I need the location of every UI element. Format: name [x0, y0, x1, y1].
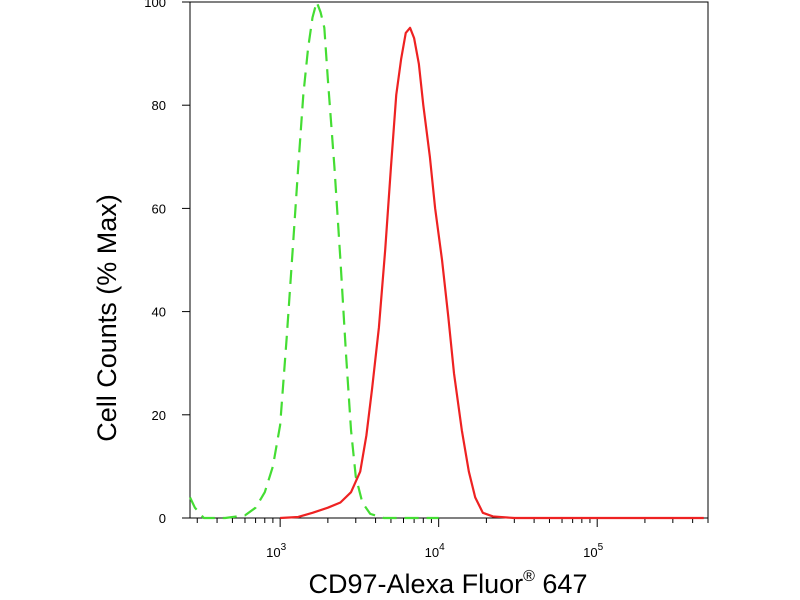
- x-axis-label: CD97-Alexa Fluor® 647: [309, 568, 588, 599]
- series-line-green-dashed: [189, 0, 439, 520]
- x-tick-label: 104: [425, 542, 445, 560]
- x-tick-label: 105: [583, 542, 603, 560]
- x-axis-label-text: CD97-Alexa Fluor: [309, 569, 524, 599]
- y-axis: 0 20 40 60 80 100: [144, 0, 190, 526]
- plot-area: [189, 1, 709, 519]
- y-tick-label: 80: [152, 98, 166, 113]
- y-tick-label: 0: [159, 511, 166, 526]
- x-tick-label: 103: [266, 542, 286, 560]
- plot-frame: [189, 1, 709, 519]
- y-axis-label: Cell Counts (% Max): [92, 194, 122, 442]
- y-tick-label: 40: [152, 305, 166, 320]
- series-line-red-solid: [280, 26, 704, 520]
- x-axis: 103 104 105: [196, 518, 709, 560]
- y-tick-label: 20: [152, 408, 166, 423]
- x-axis-label-mark: ®: [523, 568, 535, 585]
- series-layer: [189, 0, 704, 520]
- y-tick-label: 60: [152, 201, 166, 216]
- x-axis-label-suffix: 647: [535, 569, 588, 599]
- y-tick-label: 100: [144, 0, 166, 10]
